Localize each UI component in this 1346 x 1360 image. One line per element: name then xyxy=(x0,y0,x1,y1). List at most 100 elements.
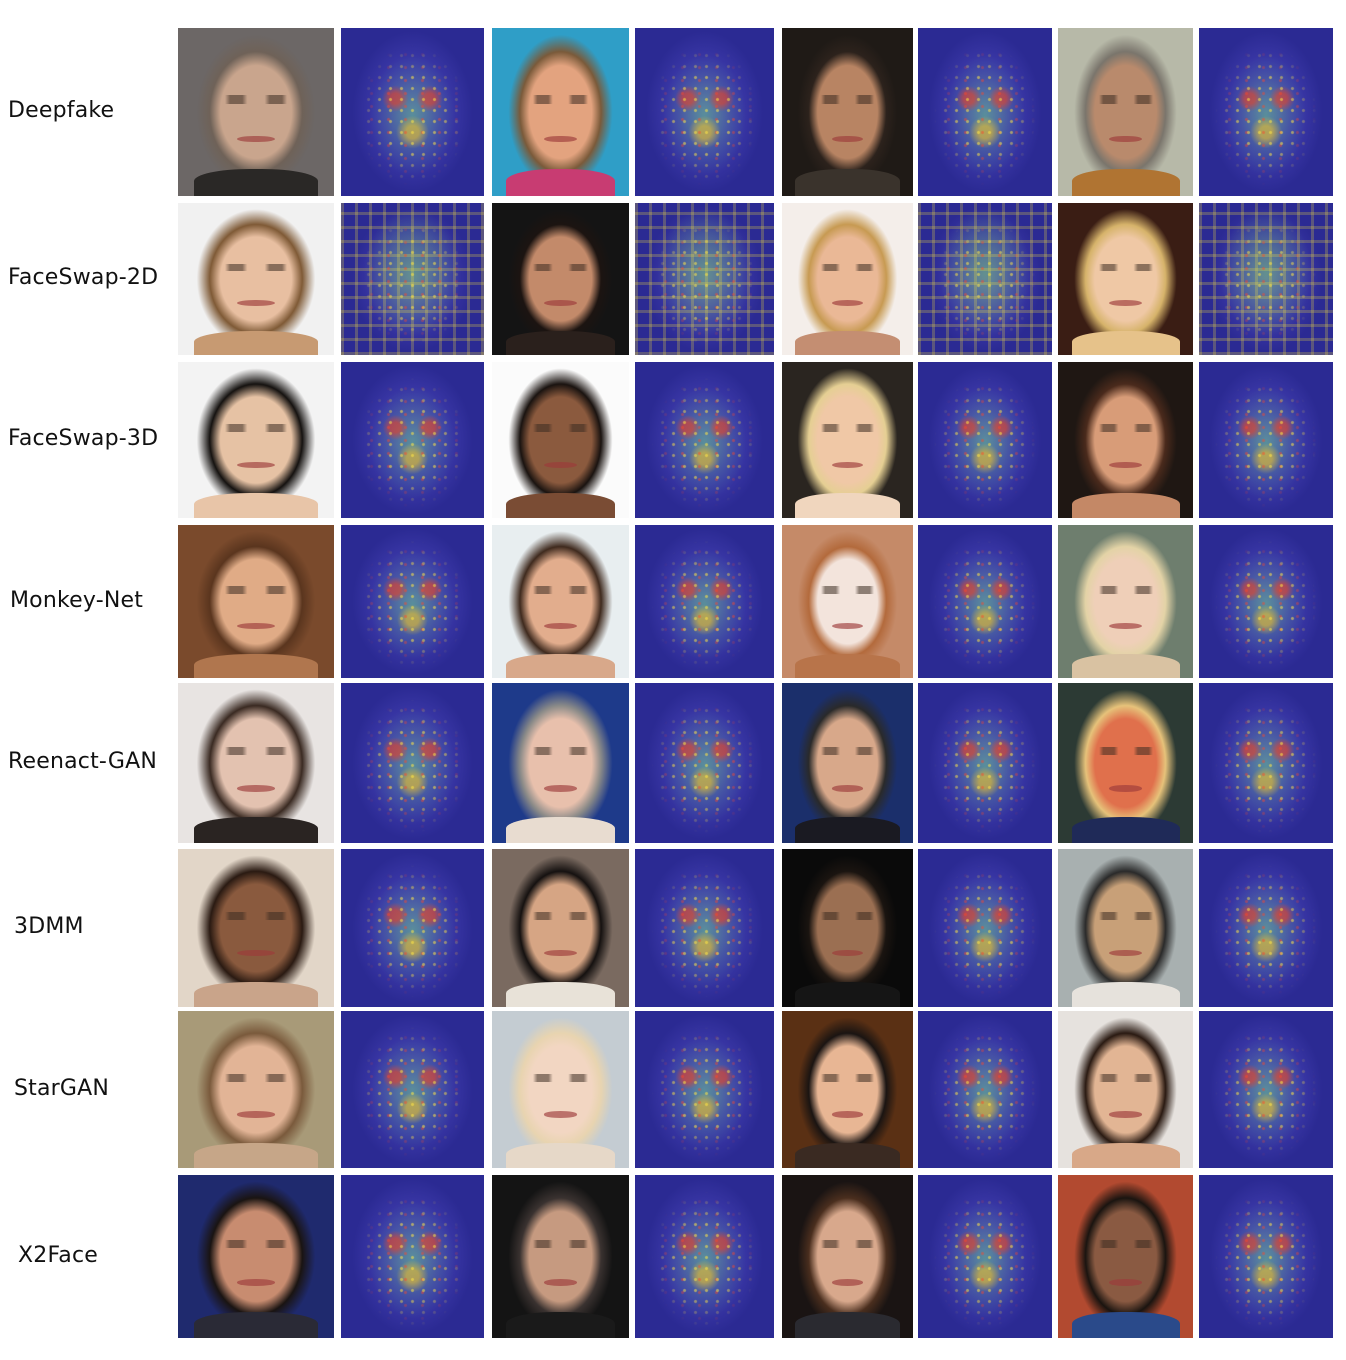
attention-heatmap xyxy=(1199,525,1333,678)
face-mouth xyxy=(831,135,864,143)
attention-heatmap xyxy=(635,849,774,1007)
face-eyes xyxy=(821,1240,874,1249)
attention-heatmap xyxy=(635,1011,774,1168)
face-mouth xyxy=(237,622,275,630)
face-body xyxy=(795,1311,900,1338)
figure-row-6: StarGAN xyxy=(0,1011,1346,1168)
row-label: Reenact-GAN xyxy=(8,749,158,774)
heatmap-activation xyxy=(341,203,484,355)
attention-heatmap xyxy=(341,1175,484,1338)
attention-heatmap xyxy=(635,683,774,843)
heatmap-activation xyxy=(341,28,484,196)
face-image xyxy=(782,1175,913,1338)
attention-heatmap xyxy=(341,525,484,678)
face-mouth xyxy=(1109,1111,1142,1118)
attention-heatmap xyxy=(918,849,1052,1007)
face-eyes xyxy=(224,1240,288,1249)
attention-heatmap xyxy=(1199,1175,1333,1338)
face-mouth xyxy=(831,950,864,957)
face-eyes xyxy=(821,747,874,755)
face-eyes xyxy=(1098,586,1153,594)
heatmap-activation xyxy=(1199,1011,1333,1168)
face-mouth xyxy=(237,950,275,957)
face-image xyxy=(178,849,334,1007)
face-mouth xyxy=(544,135,577,143)
heatmap-activation xyxy=(635,683,774,843)
face-eyes xyxy=(224,586,288,594)
face-mouth xyxy=(544,461,577,469)
attention-heatmap xyxy=(1199,1011,1333,1168)
face-body xyxy=(1071,1311,1180,1338)
figure-row-3: Monkey-Net xyxy=(0,525,1346,678)
face-body xyxy=(795,817,900,843)
face-body xyxy=(505,493,616,518)
face-mouth xyxy=(544,300,577,307)
face-eyes xyxy=(1098,424,1153,433)
face-image xyxy=(178,525,334,678)
attention-heatmap xyxy=(341,203,484,355)
face-mouth xyxy=(237,461,275,469)
face-eyes xyxy=(533,95,588,104)
heatmap-activation xyxy=(635,362,774,518)
face-body xyxy=(1071,653,1180,678)
face-body xyxy=(193,981,319,1007)
face-eyes xyxy=(821,95,874,104)
face-mouth xyxy=(544,950,577,957)
face-eyes xyxy=(533,912,588,921)
face-eyes xyxy=(224,95,288,104)
figure-row-0: Deepfake xyxy=(0,28,1346,196)
face-body xyxy=(795,169,900,196)
heatmap-activation xyxy=(918,683,1052,843)
attention-heatmap xyxy=(918,1011,1052,1168)
attention-heatmap xyxy=(1199,683,1333,843)
face-mouth xyxy=(831,461,864,469)
face-mouth xyxy=(1109,950,1142,957)
face-image xyxy=(492,28,629,196)
face-image xyxy=(1058,525,1193,678)
face-body xyxy=(1071,1142,1180,1168)
figure-row-2: FaceSwap-3D xyxy=(0,362,1346,518)
heatmap-activation xyxy=(341,525,484,678)
heatmap-activation xyxy=(918,28,1052,196)
figure-row-5: 3DMM xyxy=(0,849,1346,1007)
attention-heatmap xyxy=(635,362,774,518)
face-image xyxy=(1058,683,1193,843)
row-label: X2Face xyxy=(18,1242,99,1268)
face-image xyxy=(492,849,629,1007)
face-mouth xyxy=(831,785,864,792)
face-image xyxy=(782,28,913,196)
face-body xyxy=(193,817,319,843)
attention-heatmap xyxy=(918,683,1052,843)
heatmap-activation xyxy=(918,849,1052,1007)
face-eyes xyxy=(821,1073,874,1082)
face-image xyxy=(492,1175,629,1338)
attention-heatmap xyxy=(918,1175,1052,1338)
attention-heatmap xyxy=(918,28,1052,196)
face-eyes xyxy=(1098,263,1153,272)
heatmap-activation xyxy=(1199,1175,1333,1338)
face-eyes xyxy=(821,912,874,921)
heatmap-activation xyxy=(635,28,774,196)
heatmap-activation xyxy=(341,1011,484,1168)
face-image xyxy=(782,525,913,678)
face-mouth xyxy=(1109,785,1142,792)
face-image xyxy=(178,683,334,843)
face-body xyxy=(1071,981,1180,1007)
face-eyes xyxy=(533,747,588,755)
heatmap-activation xyxy=(635,1175,774,1338)
face-body xyxy=(193,493,319,518)
row-label: 3DMM xyxy=(14,914,84,939)
face-eyes xyxy=(224,1073,288,1082)
heatmap-activation xyxy=(341,1175,484,1338)
face-eyes xyxy=(224,912,288,921)
face-eyes xyxy=(821,263,874,272)
face-eyes xyxy=(533,1073,588,1082)
figure-row-1: FaceSwap-2D xyxy=(0,203,1346,355)
face-mouth xyxy=(831,1279,864,1286)
face-body xyxy=(1071,817,1180,843)
face-eyes xyxy=(821,586,874,594)
heatmap-activation xyxy=(635,525,774,678)
face-image xyxy=(492,1011,629,1168)
attention-heatmap xyxy=(918,525,1052,678)
heatmap-activation xyxy=(635,849,774,1007)
